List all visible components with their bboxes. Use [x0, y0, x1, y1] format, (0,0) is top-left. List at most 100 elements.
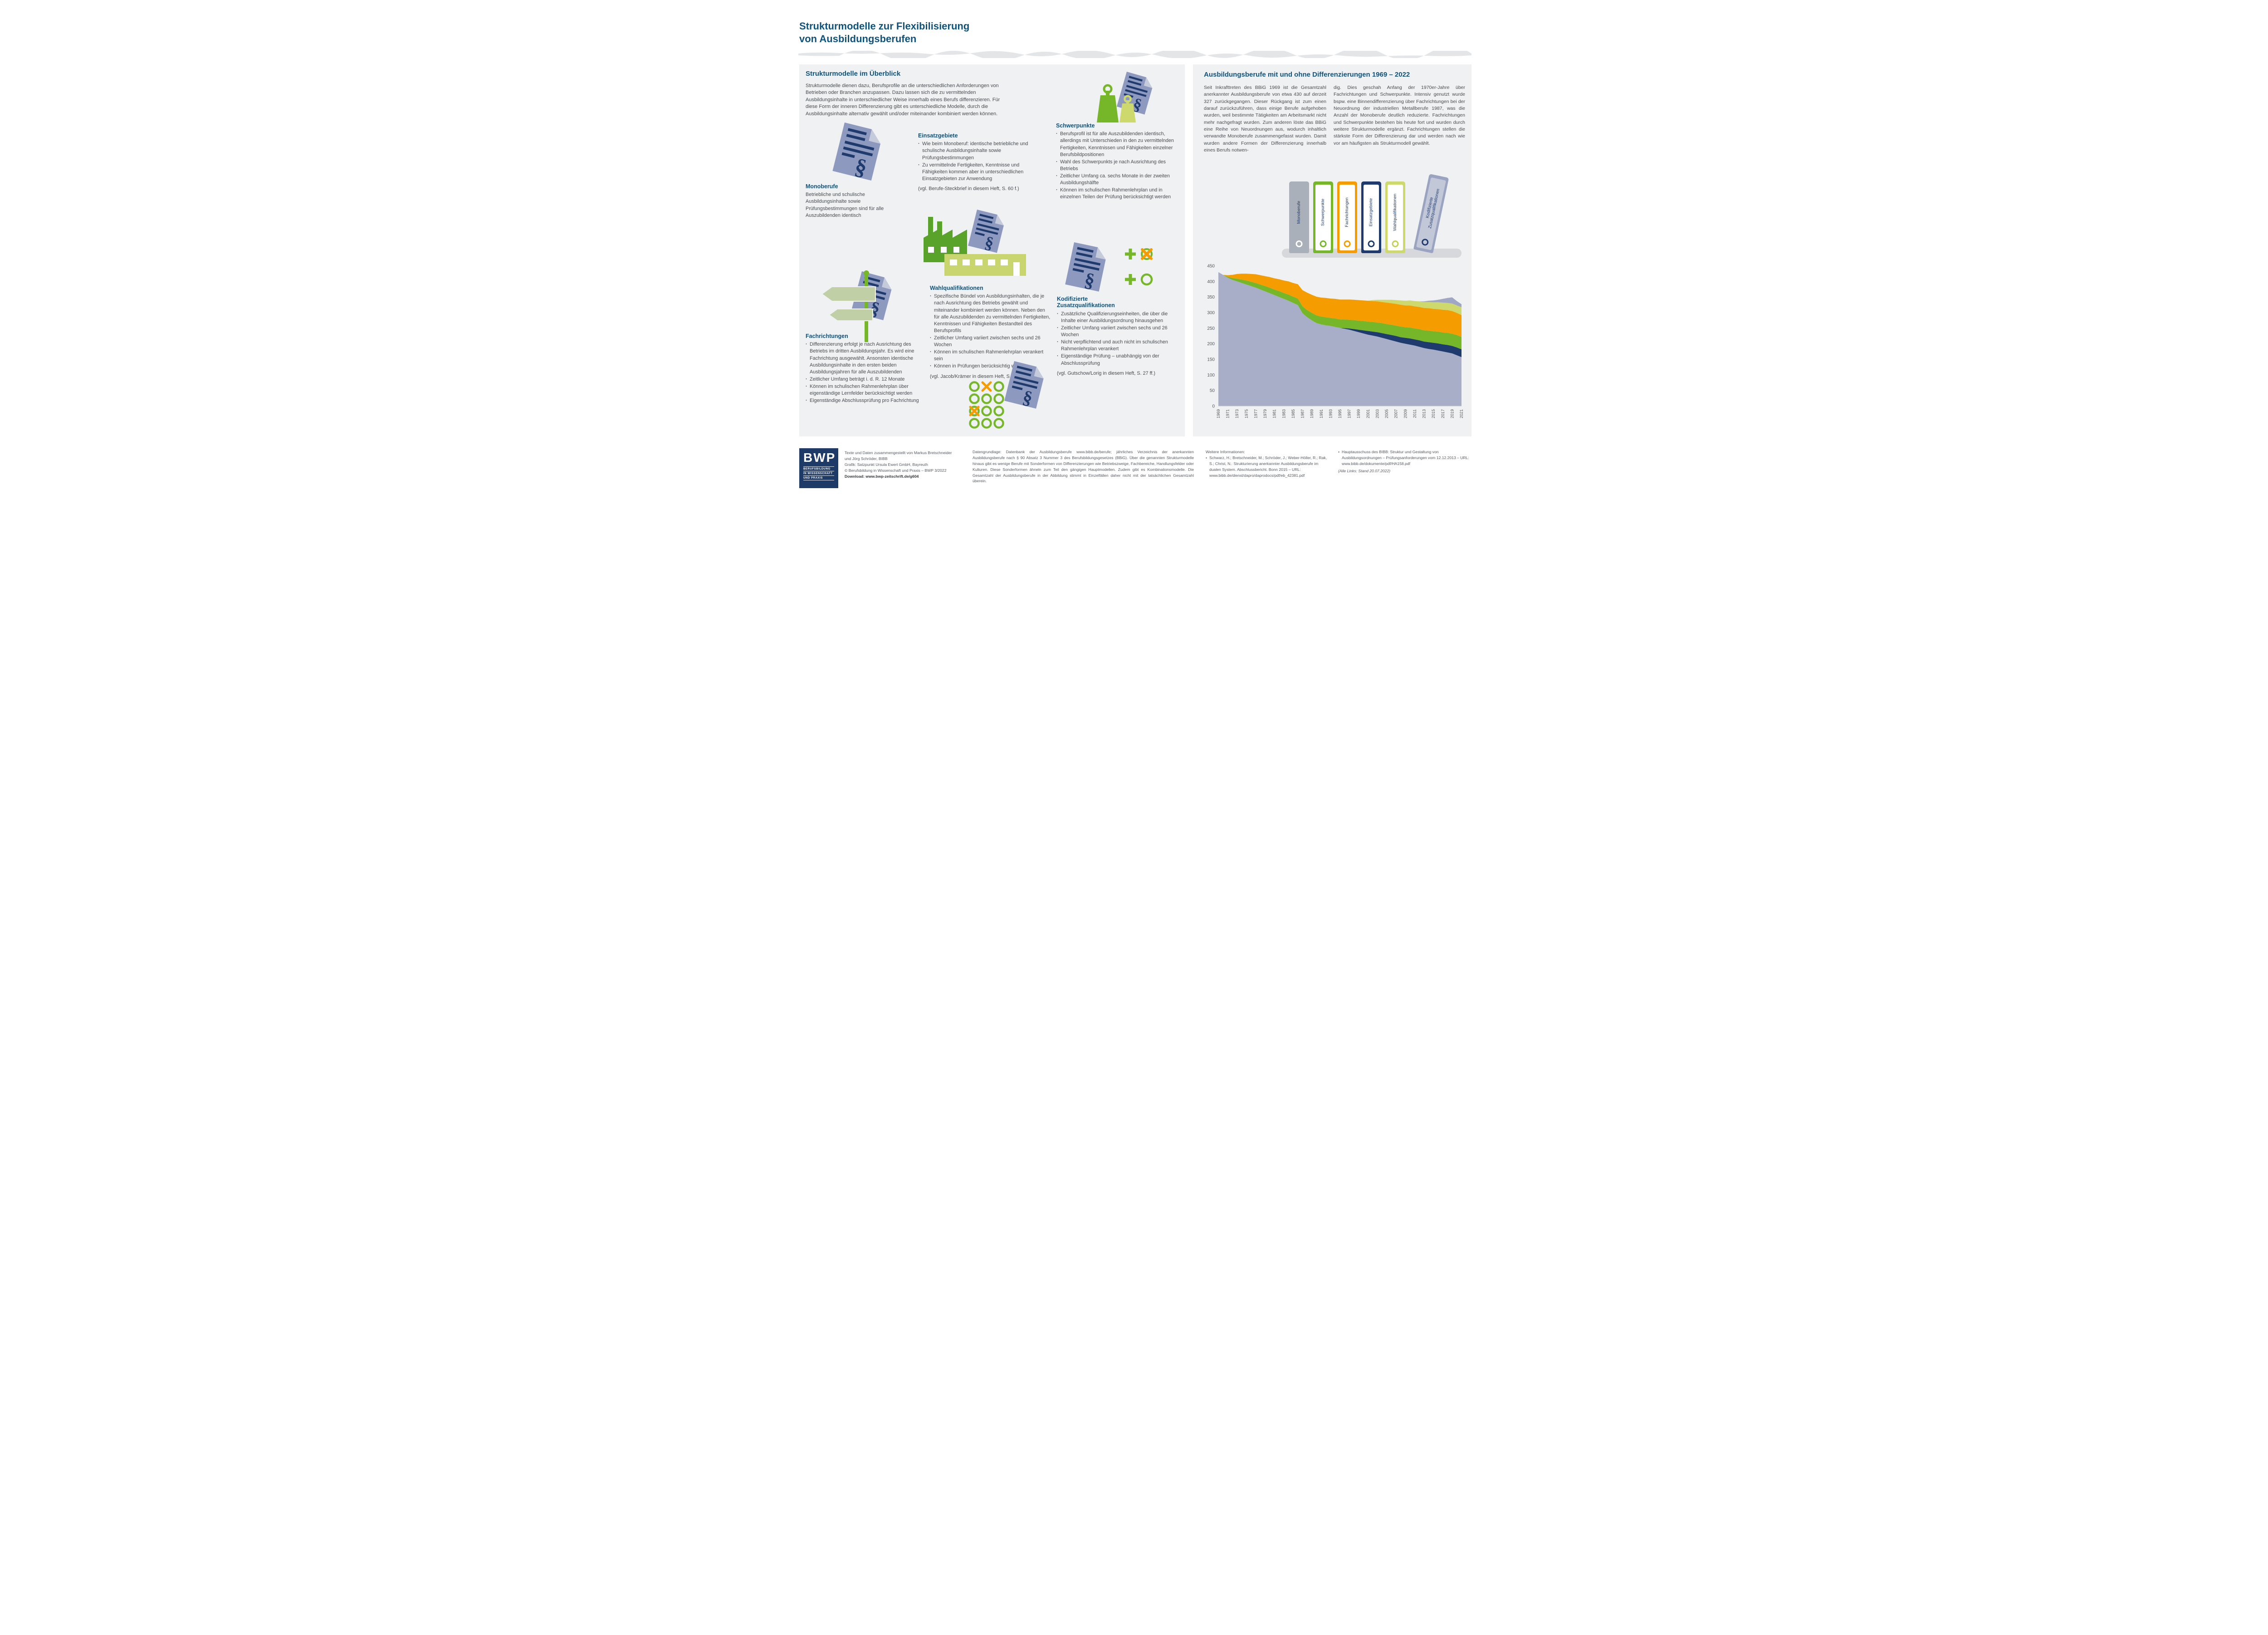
x-axis-tick-label: 1991	[1319, 409, 1324, 418]
x-axis-tick-label: 2017	[1441, 409, 1445, 418]
zusatzqualifikationen-bullets: Zusätzliche Qualifizierungseinheiten, di…	[1057, 311, 1174, 367]
bullet-item: Berufsprofil ist für alle Auszubildenden…	[1056, 131, 1176, 158]
chart-area-monoberufe	[1218, 272, 1461, 406]
binder-spine: Monoberufe	[1291, 185, 1307, 250]
bwp-logo-line: UND PRAXIS	[803, 476, 834, 480]
binder-row: Monoberufe Schwerpunkte Fachrichtungen Eins…	[1289, 174, 1449, 254]
einsatzgebiete-section: Einsatzgebiete Wie beim Monoberuf: ident…	[918, 132, 1037, 192]
x-axis-tick-label: 1985	[1291, 409, 1295, 418]
binder-fachrichtungen: Fachrichtungen	[1337, 181, 1357, 253]
bullet-item: Wie beim Monoberuf: identische betriebli…	[918, 141, 1037, 161]
statistics-panel: Ausbildungsberufe mit und ohne Differenz…	[1193, 64, 1471, 436]
y-axis-tick-label: 400	[1207, 279, 1215, 284]
monoberufe-document-icon	[832, 122, 884, 183]
bullet-item: Nicht verpflichtend und auch nicht im sc…	[1057, 339, 1174, 352]
zusatz-heading-line1: Kodifizierte	[1057, 296, 1088, 302]
x-axis-tick-label: 1993	[1328, 409, 1333, 418]
bullet-item: Zusätzliche Qualifizierungseinheiten, di…	[1057, 311, 1174, 324]
references-list: Hauptausschuss des BIBB: Struktur und Ge…	[1338, 449, 1471, 467]
x-axis-tick-label: 1969	[1216, 409, 1221, 418]
statistics-text-column-2: dig. Dies geschah Anfang der 1970er-Jahr…	[1334, 85, 1465, 146]
x-axis-tick-label: 1987	[1300, 409, 1305, 418]
page-title: Strukturmodelle zur Flexibilisierung von…	[799, 20, 969, 45]
left-panel-intro: Strukturmodelle dienen dazu, Berufsprofi…	[806, 83, 1000, 117]
bwp-logo-line: IN WISSENSCHAFT	[803, 471, 834, 476]
left-panel-heading: Strukturmodelle im Überblick	[806, 70, 901, 78]
further-information-heading: Weitere Informationen:	[1206, 450, 1245, 454]
bullet-item: Eigenständige Prüfung – unabhängig von d…	[1057, 353, 1174, 367]
binder-spine: Fachrichtungen	[1339, 185, 1355, 250]
torn-paper-divider	[798, 51, 1471, 58]
infographic-page: Strukturmodelle zur Flexibilisierung von…	[776, 0, 1492, 511]
wahlqualifikationen-heading: Wahlqualifikationen	[930, 285, 983, 291]
y-axis-tick-label: 50	[1210, 388, 1215, 393]
download-url: Download: www.bwp-zeitschrift.de/g604	[845, 474, 919, 479]
binder-label: Einsatzgebiete	[1368, 198, 1374, 227]
bullet-item: Zu vermittelnde Fertigkeiten, Kenntnisse…	[918, 162, 1037, 182]
schwerpunkte-section: Schwerpunkte Berufsprofil ist für alle A…	[1056, 122, 1176, 201]
fachrichtungen-bullets: Differenzierung erfolgt je nach Ausricht…	[806, 341, 920, 404]
plus-options-shape	[1125, 248, 1153, 286]
bullet-item: Spezifische Bündel von Ausbildungsinhalt…	[930, 293, 1051, 334]
bullet-item: Differenzierung erfolgt je nach Ausricht…	[806, 341, 920, 376]
chart-area-fachrichtungen	[1218, 272, 1461, 337]
bullet-item: Zeitlicher Umfang variiert zwischen sech…	[930, 335, 1051, 348]
binder-einsatzgebiete: Einsatzgebiete	[1361, 181, 1381, 253]
binder-label: Kodifizierte Zusatzqualifikationen	[1425, 188, 1441, 229]
credits-line: Grafik: Satzpunkt Ursula Ewert GmbH, Bay…	[845, 462, 928, 467]
x-axis-tick-label: 2003	[1375, 409, 1380, 418]
x-axis-tick-label: 2015	[1431, 409, 1436, 418]
credits-line: © Berufsbildung in Wissenschaft und Prax…	[845, 468, 947, 473]
binder-ring-icon	[1368, 240, 1375, 247]
structural-models-panel: Strukturmodelle im Überblick Strukturmod…	[799, 64, 1185, 436]
x-axis-tick-label: 1975	[1244, 409, 1249, 418]
einsatzgebiete-heading: Einsatzgebiete	[918, 132, 958, 139]
right-panel-heading: Ausbildungsberufe mit und ohne Differenz…	[1204, 71, 1410, 78]
x-axis-tick-label: 2019	[1450, 409, 1454, 418]
bullet-item: Können in Prüfungen berücksichtig werden	[930, 363, 1051, 370]
choice-grid-shape	[969, 381, 1004, 429]
reference-note: (vgl. Berufe-Steckbrief in diesem Heft, …	[918, 186, 1019, 192]
x-axis-tick-label: 1989	[1310, 409, 1314, 418]
bwp-logo: BWP BERUFSBILDUNG IN WISSENSCHAFT UND PR…	[799, 448, 838, 488]
y-axis-tick-label: 0	[1212, 404, 1215, 409]
binder-ring-icon	[1392, 240, 1399, 247]
weights-shape	[1097, 84, 1136, 122]
binder-monoberufe: Monoberufe	[1289, 181, 1309, 253]
references-block: Hauptausschuss des BIBB: Struktur und Ge…	[1338, 449, 1471, 474]
einsatzgebiete-bullets: Wie beim Monoberuf: identische betriebli…	[918, 141, 1037, 182]
credits-line: Texte und Daten zusammengestellt von Mar…	[845, 450, 952, 455]
einsatzgebiete-factory-icon	[924, 210, 1026, 276]
x-axis-tick-label: 1997	[1347, 409, 1352, 418]
reference-item: Hauptausschuss des BIBB: Struktur und Ge…	[1338, 449, 1471, 467]
binder-spine: Wahlqualifikationen	[1388, 185, 1403, 250]
wahlqualifikationen-section: Wahlqualifikationen Spezifische Bündel v…	[930, 285, 1051, 380]
bullet-item: Zeitlicher Umfang beträgt i. d. R. 12 Mo…	[806, 376, 920, 383]
x-axis-tick-label: 1981	[1272, 409, 1277, 418]
stacked-area-chart: 0 50 100 150 200 250 300 350 400 450 1969 1971 1973 1…	[1207, 264, 1464, 419]
reference-note: (vgl. Jacob/Krämer in diesem Heft, S. 31…	[930, 373, 1025, 379]
bullet-item: Zeitlicher Umfang ca. sechs Monate in de…	[1056, 173, 1176, 186]
page-title-line1: Strukturmodelle zur Flexibilisierung	[799, 20, 970, 32]
bullet-item: Können im schulischen Rahmenlehrplan und…	[1056, 187, 1176, 201]
page-title-line2: von Ausbildungsberufen	[799, 33, 917, 44]
signpost-shape	[821, 270, 876, 342]
binder-label: Fachrichtungen	[1344, 197, 1349, 227]
y-axis-tick-label: 350	[1207, 295, 1215, 300]
x-axis-tick-label: 2009	[1403, 409, 1408, 418]
credits-block: Texte und Daten zusammengestellt von Mar…	[845, 450, 971, 479]
bwp-logo-line: BERUFSBILDUNG	[803, 467, 834, 471]
binder-ring-icon	[1320, 240, 1327, 247]
x-axis-tick-label: 1977	[1254, 409, 1258, 418]
binder-schwerpunkte: Schwerpunkte	[1313, 181, 1333, 253]
y-axis-tick-label: 300	[1207, 311, 1215, 316]
bullet-item: Eigenständige Abschlussprüfung pro Fachr…	[806, 397, 920, 404]
binder-ring-icon	[1421, 238, 1429, 246]
schwerpunkte-bullets: Berufsprofil ist für alle Auszubildenden…	[1056, 131, 1176, 201]
reference-item: Schwarz, H.; Bretschneider, M.; Schröder…	[1206, 455, 1331, 479]
chart-area-einsatzgebiete	[1218, 272, 1461, 357]
wahlqualifikationen-grid-icon	[969, 361, 1046, 429]
zusatzqualifikationen-plus-icon	[1065, 242, 1153, 294]
fachrichtungen-heading: Fachrichtungen	[806, 333, 848, 339]
binder-label: Wahlqualifikationen	[1392, 193, 1398, 231]
